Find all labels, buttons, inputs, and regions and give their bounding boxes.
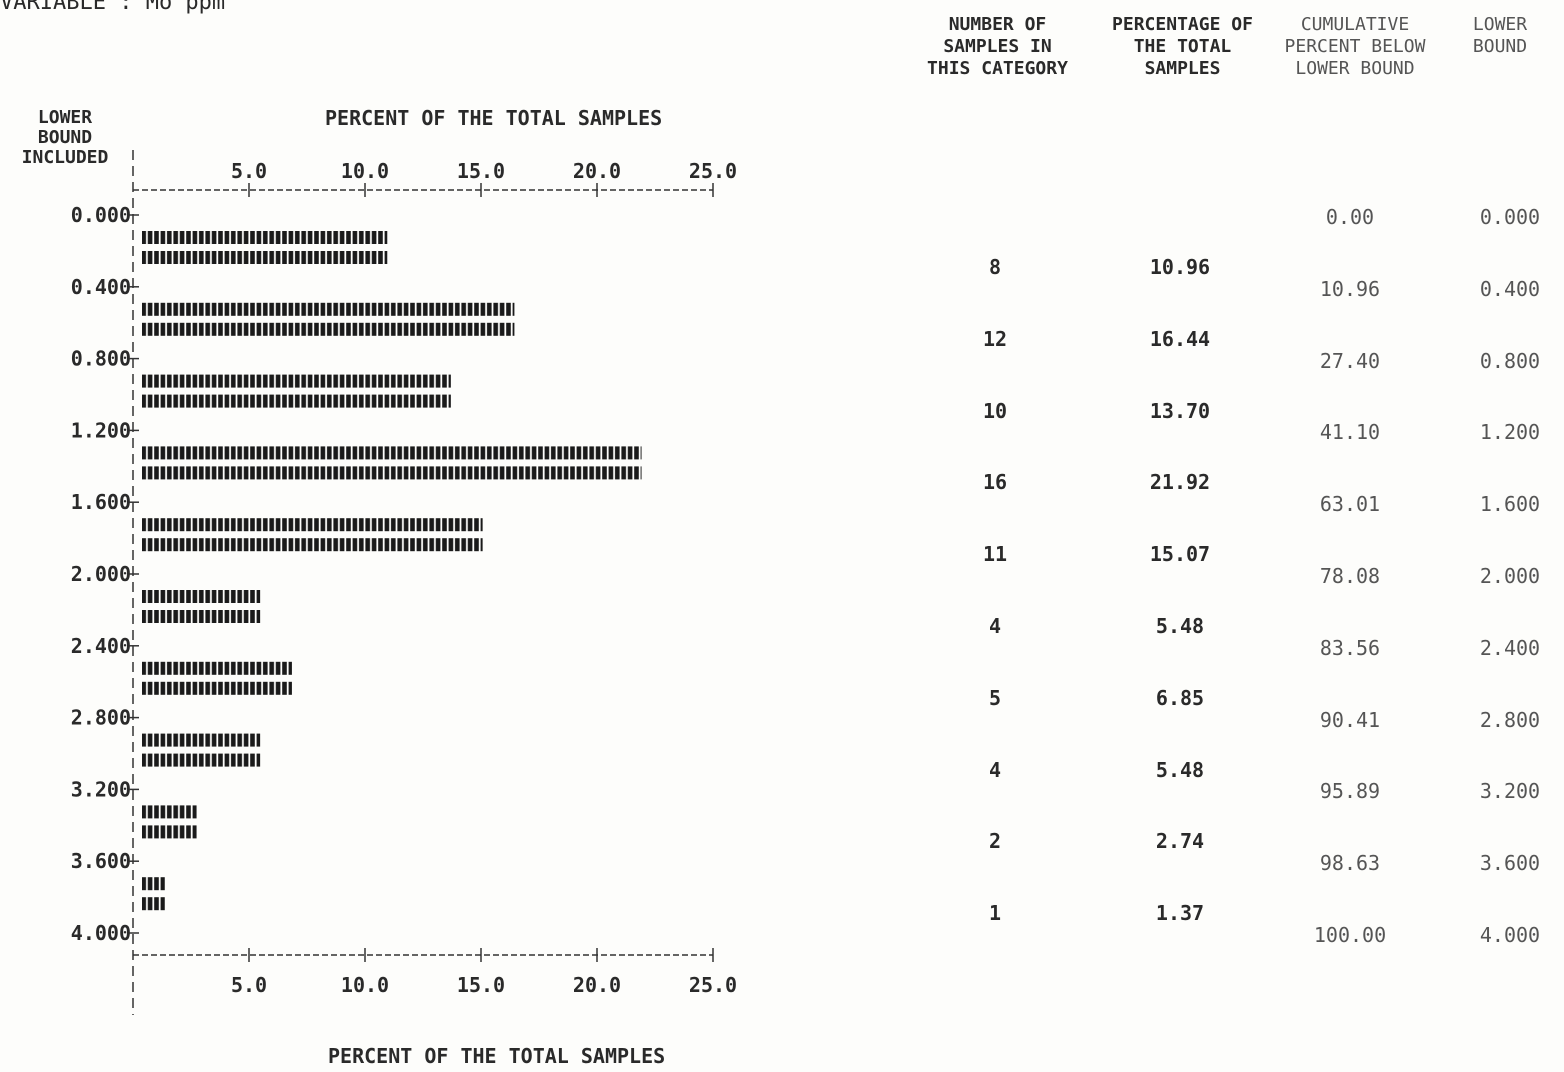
bar xyxy=(142,733,261,747)
bar xyxy=(142,610,261,623)
sample-count-cell: 8 xyxy=(988,255,1002,279)
sample-count-cell: 4 xyxy=(988,614,1002,638)
header-count: NUMBER OF SAMPLES IN THIS CATEGORY xyxy=(927,14,1068,79)
lower-bound-cell: 2.800 xyxy=(1479,707,1541,732)
percentage-cell: 6.85 xyxy=(1155,685,1205,710)
bar xyxy=(142,538,483,552)
bar xyxy=(142,897,165,911)
bar xyxy=(142,590,261,603)
percentage-cell: 5.48 xyxy=(1155,757,1205,782)
percentage-cell: 5.48 xyxy=(1155,614,1205,638)
bar xyxy=(142,825,197,839)
x-tick-label: 5.0 xyxy=(231,973,267,997)
x-tick-label: 5.0 xyxy=(231,159,267,183)
x-tick-label: 20.0 xyxy=(573,159,621,183)
variable-label: VARIABLE : Mo ppm xyxy=(0,0,226,15)
bar xyxy=(142,753,261,767)
lower-bound-cell: 2.400 xyxy=(1479,635,1541,660)
y-tick-label: 3.200 xyxy=(71,777,131,801)
lower-bound-cell: 1.200 xyxy=(1479,420,1541,445)
x-tick-label: 15.0 xyxy=(457,973,505,997)
lower-bound-cell: 2.000 xyxy=(1479,564,1541,588)
bar xyxy=(142,466,642,480)
x-tick-label: 10.0 xyxy=(341,973,389,997)
x-tick-label: 15.0 xyxy=(457,159,505,183)
y-tick-label: 2.000 xyxy=(71,562,131,586)
lower-bound-cell: 3.200 xyxy=(1479,779,1541,804)
bar xyxy=(142,302,515,316)
bar xyxy=(142,681,292,695)
bar xyxy=(142,394,451,408)
bar xyxy=(142,446,642,460)
x-tick-label: 25.0 xyxy=(689,159,737,183)
cumulative-percent-cell: 0.00 xyxy=(1325,205,1375,229)
cumulative-percent-cell: 83.56 xyxy=(1319,635,1381,660)
cumulative-percent-cell: 100.00 xyxy=(1313,923,1387,947)
lower-bound-cell: 3.600 xyxy=(1479,851,1541,876)
header-percent: PERCENTAGE OF THE TOTAL SAMPLES xyxy=(1112,14,1253,79)
lower-bound-cell: 0.000 xyxy=(1479,205,1541,229)
bar xyxy=(142,322,515,336)
cumulative-percent-cell: 41.10 xyxy=(1319,420,1381,445)
percentage-cell: 2.74 xyxy=(1155,829,1205,854)
lower-bound-cell: 0.800 xyxy=(1479,348,1541,373)
cumulative-percent-cell: 63.01 xyxy=(1319,492,1381,517)
y-tick-label: 1.600 xyxy=(71,490,131,514)
percentage-cell: 21.92 xyxy=(1149,470,1211,495)
bar xyxy=(142,374,451,388)
y-tick-label: 4.000 xyxy=(71,921,131,945)
x-tick-label: 25.0 xyxy=(689,973,737,997)
bar xyxy=(142,661,292,675)
lower-bound-cell: 1.600 xyxy=(1479,492,1541,517)
y-axis-label: LOWER BOUND INCLUDED xyxy=(21,107,109,168)
y-tick-label: 3.600 xyxy=(71,849,131,873)
y-tick-label: 2.400 xyxy=(71,634,131,658)
sample-count-cell: 5 xyxy=(988,685,1002,710)
cumulative-percent-cell: 78.08 xyxy=(1319,564,1381,588)
header-cumulative: CUMULATIVE PERCENT BELOW LOWER BOUND xyxy=(1284,14,1426,79)
bar xyxy=(142,231,388,244)
y-tick-label: 0.400 xyxy=(71,275,131,299)
percentage-cell: 10.96 xyxy=(1149,255,1211,279)
cumulative-percent-cell: 10.96 xyxy=(1319,276,1381,301)
y-tick-label: 0.800 xyxy=(71,347,131,371)
lower-bound-cell: 4.000 xyxy=(1479,923,1541,947)
sample-count-cell: 16 xyxy=(982,470,1008,495)
x-axis-label: PERCENT OF THE TOTAL SAMPLES xyxy=(328,1044,666,1068)
sample-count-cell: 4 xyxy=(988,757,1002,782)
bar xyxy=(142,877,165,891)
histogram-chart: 5.0 10.0 15.0 20.0 25.0 5.0 10.0 15.0 20.0 25.0 0.… xyxy=(71,150,737,1015)
percentage-cell: 1.37 xyxy=(1155,901,1205,926)
sample-count-cell: 1 xyxy=(988,901,1002,926)
sample-count-cell: 10 xyxy=(982,398,1008,423)
percentage-cell: 13.70 xyxy=(1149,398,1211,423)
sample-count-cell: 2 xyxy=(988,829,1002,854)
bar xyxy=(142,805,197,819)
y-tick-label: 2.800 xyxy=(71,706,131,730)
header-lower-bound: LOWER BOUND xyxy=(1472,14,1528,57)
percentage-cell: 15.07 xyxy=(1149,542,1211,567)
x-tick-label: 10.0 xyxy=(341,159,389,183)
x-tick-label: 20.0 xyxy=(573,973,621,997)
bar xyxy=(142,518,483,532)
sample-count-cell: 12 xyxy=(982,326,1008,351)
y-tick-label: 1.200 xyxy=(71,418,131,442)
percentage-cell: 16.44 xyxy=(1149,326,1211,351)
sample-count-cell: 11 xyxy=(982,542,1008,567)
cumulative-percent-cell: 27.40 xyxy=(1319,348,1381,373)
lower-bound-cell: 0.400 xyxy=(1479,276,1541,301)
cumulative-percent-cell: 90.41 xyxy=(1319,707,1381,732)
cumulative-percent-cell: 98.63 xyxy=(1319,851,1381,876)
y-tick-label: 0.000 xyxy=(71,203,131,227)
cumulative-percent-cell: 95.89 xyxy=(1319,779,1381,804)
bar xyxy=(142,251,388,264)
chart-title: PERCENT OF THE TOTAL SAMPLES xyxy=(325,106,663,130)
